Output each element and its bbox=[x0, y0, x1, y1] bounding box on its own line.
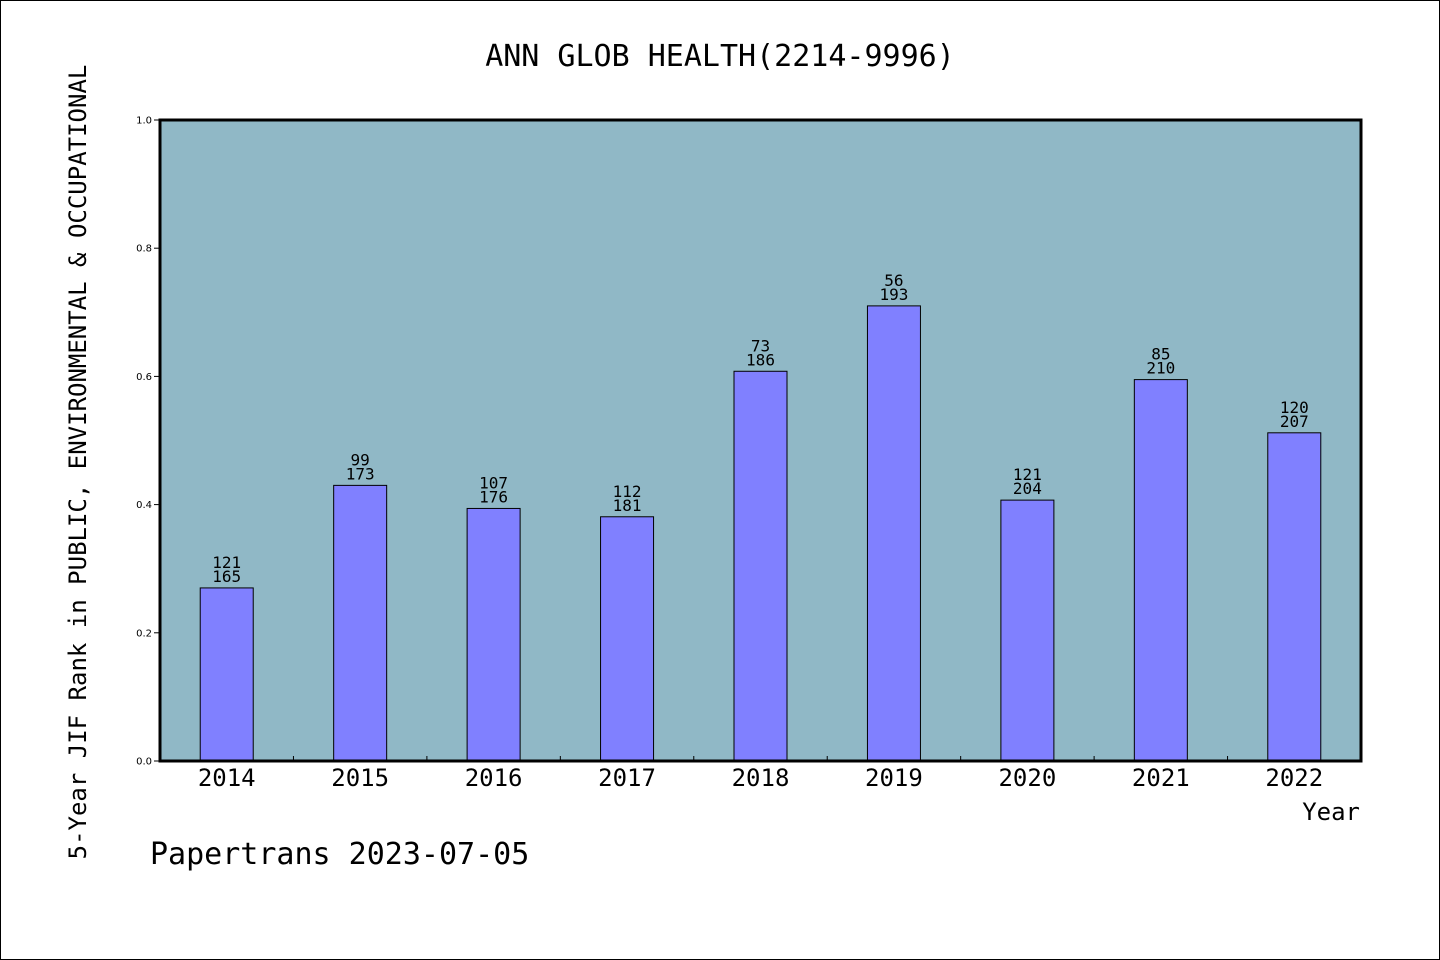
bar-total-label: 173 bbox=[346, 464, 375, 483]
y-tick-label: 0.2 bbox=[136, 628, 152, 639]
x-tick-label: 2022 bbox=[1265, 764, 1323, 792]
bar-total-label: 193 bbox=[879, 285, 908, 304]
bar-rank-label: 107 bbox=[479, 473, 508, 492]
plot-border bbox=[158, 118, 1363, 763]
chart-title: ANN GLOB HEALTH(2214-9996) bbox=[485, 39, 955, 74]
x-tick-label: 2015 bbox=[331, 764, 389, 792]
y-tick-label: 0.4 bbox=[136, 500, 152, 511]
x-tick-label: 2018 bbox=[732, 764, 790, 792]
bar-total-label: 165 bbox=[212, 567, 241, 586]
bar-2015 bbox=[333, 484, 388, 762]
x-tick-label: 2021 bbox=[1132, 764, 1190, 792]
x-tick-label: 2017 bbox=[598, 764, 656, 792]
x-tick-label: 2014 bbox=[198, 764, 256, 792]
y-axis: 0.0 0.2 0.4 0.6 0.8 1.0 bbox=[136, 116, 160, 768]
bar-total-label: 186 bbox=[746, 350, 775, 369]
bar-total-label: 210 bbox=[1146, 359, 1175, 378]
bar-rank-label: 121 bbox=[212, 553, 241, 572]
y-tick-label: 0.6 bbox=[136, 372, 152, 383]
y-tick-label: 0.8 bbox=[136, 244, 152, 255]
x-axis-label: Year bbox=[1302, 798, 1360, 826]
bar-total-label: 176 bbox=[479, 487, 508, 506]
footer-credit: Papertrans 2023-07-05 bbox=[150, 837, 529, 872]
bar-rank-label: 56 bbox=[884, 271, 903, 290]
y-tick-label: 0.0 bbox=[136, 757, 152, 768]
bar-total-label: 207 bbox=[1280, 412, 1309, 431]
bar-total-label: 204 bbox=[1013, 479, 1042, 498]
bar-2017 bbox=[600, 516, 655, 762]
bar-2018 bbox=[733, 370, 788, 762]
bar-rank-label: 112 bbox=[613, 482, 642, 501]
bar-rank-label: 85 bbox=[1151, 345, 1170, 364]
bar-rank-label: 120 bbox=[1280, 398, 1309, 417]
y-tick-label: 1.0 bbox=[136, 116, 152, 127]
x-tick-label: 2019 bbox=[865, 764, 923, 792]
bar-2014 bbox=[199, 587, 254, 762]
bar-2021 bbox=[1133, 379, 1188, 762]
bar-2019 bbox=[866, 305, 921, 762]
x-tick-label: 2016 bbox=[465, 764, 523, 792]
x-axis: 2014 2015 2016 2017 2018 2019 2020 2021 2022 bbox=[198, 756, 1323, 792]
bar-rank-label: 99 bbox=[351, 450, 370, 469]
x-tick-label: 2020 bbox=[998, 764, 1056, 792]
bar-2016 bbox=[466, 507, 521, 762]
bar-2020 bbox=[1000, 499, 1055, 762]
bar-rank-label: 121 bbox=[1013, 465, 1042, 484]
y-axis-label: 5-Year JIF Rank in PUBLIC, ENVIRONMENTAL… bbox=[64, 65, 92, 860]
bar-total-label: 181 bbox=[613, 496, 642, 515]
bar-2022 bbox=[1267, 432, 1322, 762]
bar-rank-label: 73 bbox=[751, 336, 770, 355]
